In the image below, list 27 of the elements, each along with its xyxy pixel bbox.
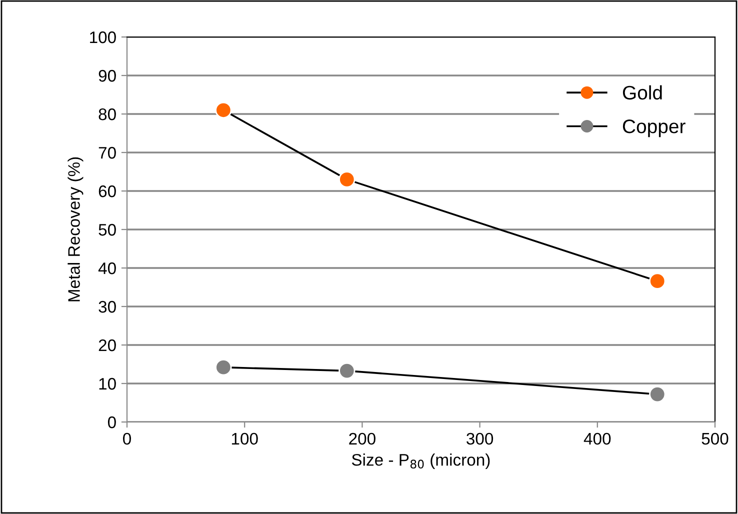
x-tick-label: 300	[466, 432, 494, 445]
y-tick-label: 20	[98, 339, 116, 352]
point	[215, 358, 232, 376]
x-axis-title: Size - P$_{80}$ (micron)	[352, 454, 490, 470]
point	[649, 386, 666, 403]
point	[215, 102, 232, 118]
y-tick-label: 10	[99, 378, 116, 390]
y-tick-label: 80	[98, 108, 116, 120]
point	[338, 362, 356, 380]
point	[649, 272, 666, 290]
y-tick-label: 100	[90, 31, 116, 44]
y-tick-label: 0	[108, 416, 116, 428]
y-tick-label: 30	[98, 300, 116, 313]
legend-label: Gold	[622, 85, 662, 100]
y-tick-label: 70	[98, 146, 116, 159]
y-tick-label: 40	[98, 262, 116, 274]
y-axis-title: Metal Recovery (%)	[68, 157, 84, 302]
y-tick-label: 90	[98, 70, 116, 82]
x-tick-label: 500	[702, 432, 728, 445]
x-tick-label: 100	[232, 432, 258, 445]
y-tick-label: 60	[98, 185, 116, 198]
y-tick-label: 50	[98, 224, 116, 236]
x-tick-label: 400	[584, 432, 611, 445]
x-tick-label: 200	[349, 432, 376, 445]
legend-label: Copper	[622, 119, 686, 138]
x-tick-label: 0	[123, 432, 131, 445]
point	[338, 171, 356, 188]
